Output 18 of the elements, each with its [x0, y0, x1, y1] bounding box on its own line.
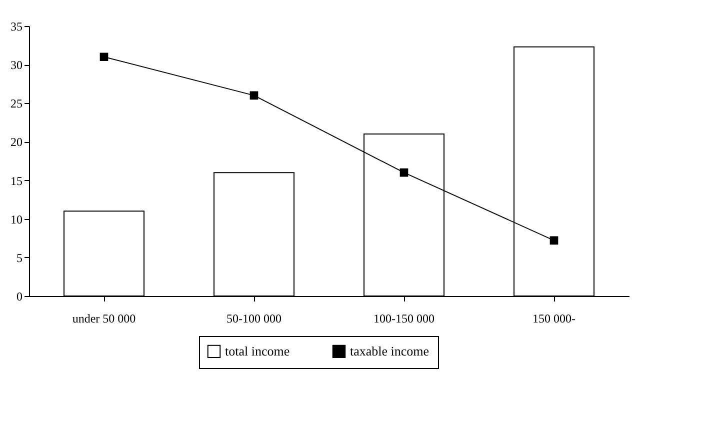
y-tick-label: 5 [16, 250, 22, 265]
point [400, 168, 408, 177]
y-tick-label: 25 [10, 96, 22, 111]
x-tick-label: 50-100 000 [226, 312, 282, 326]
point [250, 91, 258, 100]
y-tick-label: 20 [10, 135, 22, 150]
point [550, 236, 558, 245]
x-tick-label: 150 000- [532, 312, 576, 326]
x-tick-label: under 50 000 [72, 312, 136, 326]
y-tick-label: 10 [10, 212, 22, 226]
x-tick-label: 100-150 000 [374, 312, 434, 326]
y-tick-label: 35 [10, 20, 22, 34]
legend-label: taxable income [350, 343, 430, 358]
point [100, 52, 108, 62]
y-tick-label: 30 [10, 58, 22, 72]
y-tick-label: 15 [10, 174, 22, 188]
y-tick-label: 0 [16, 290, 22, 304]
legend-label: total income [225, 343, 290, 358]
